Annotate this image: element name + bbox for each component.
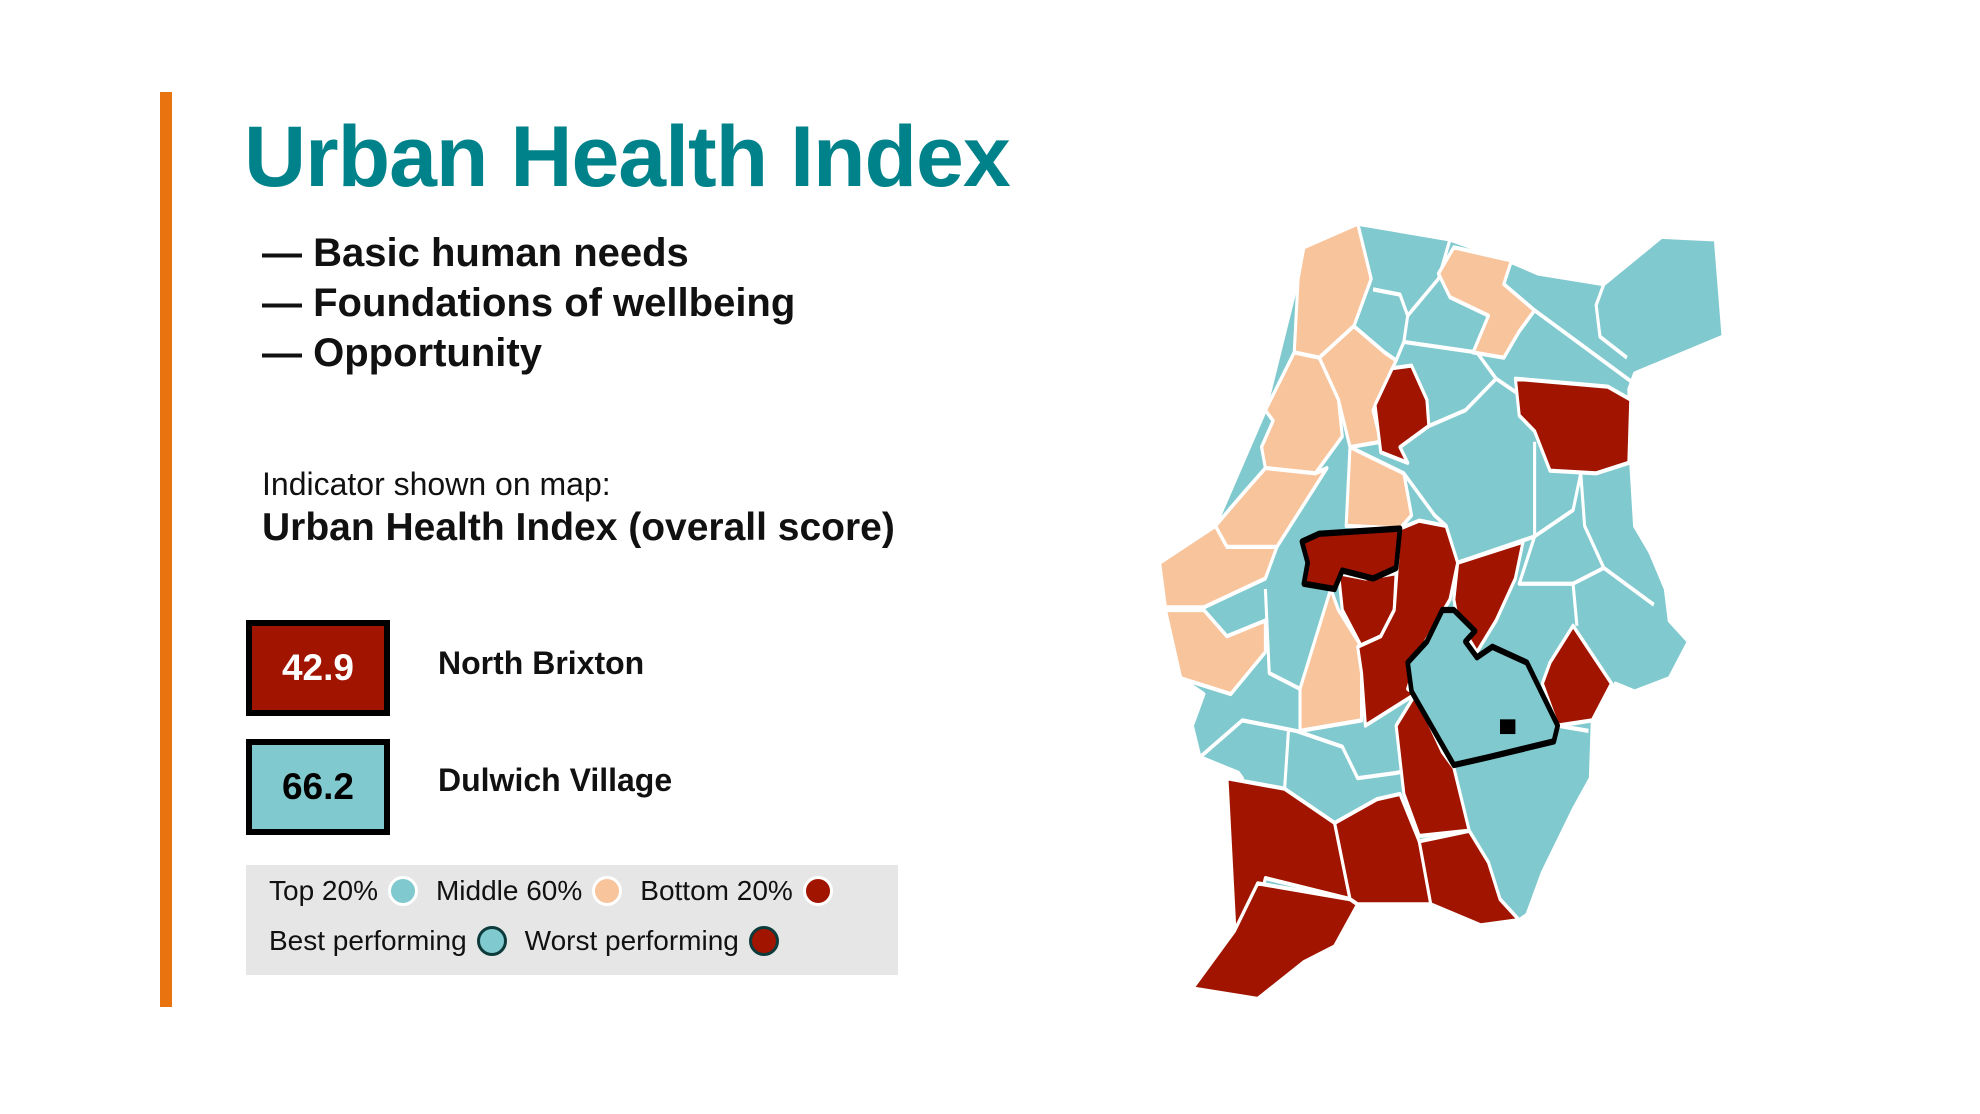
legend-top-swatch-icon	[387, 876, 418, 906]
map-regions-middle	[1158, 221, 1537, 733]
legend-worst-swatch-icon	[748, 926, 779, 956]
map-regions-bottom	[1190, 363, 1633, 1002]
legend-bottom-label: Bottom 20%	[640, 875, 793, 906]
dulwich-village-score: 66.2	[246, 739, 390, 835]
legend-best-label: Best performing	[269, 925, 467, 956]
north-brixton-region	[1299, 525, 1403, 593]
bullet-item: — Foundations of wellbeing	[262, 281, 796, 325]
legend-middle-swatch-icon	[592, 876, 623, 906]
legend-bottom-swatch-icon	[802, 876, 833, 906]
legend-middle-label: Middle 60%	[435, 875, 583, 906]
map-legend: Top 20% Middle 60% Bottom 20% Best perfo…	[246, 865, 898, 975]
bullet-item: — Basic human needs	[262, 231, 689, 275]
north-brixton-score: 42.9	[246, 620, 390, 716]
indicator-value: Urban Health Index (overall score)	[262, 506, 895, 549]
north-brixton-label: North Brixton	[438, 645, 645, 681]
accent-bar	[160, 92, 172, 1007]
indicator-label: Indicator shown on map:	[262, 466, 611, 502]
dulwich-village-label: Dulwich Village	[438, 762, 673, 798]
legend-worst-label: Worst performing	[524, 925, 739, 956]
dulwich-village-region	[1405, 606, 1560, 769]
choropleth-map	[1158, 221, 1725, 1002]
legend-best-swatch-icon	[476, 926, 507, 956]
bullet-list: — Basic human needs — Foundations of wel…	[262, 228, 795, 378]
bullet-item: — Opportunity	[262, 331, 542, 375]
dulwich-marker-icon	[1500, 719, 1516, 735]
legend-top-label: Top 20%	[269, 875, 378, 906]
page-title: Urban Health Index	[244, 109, 1011, 205]
